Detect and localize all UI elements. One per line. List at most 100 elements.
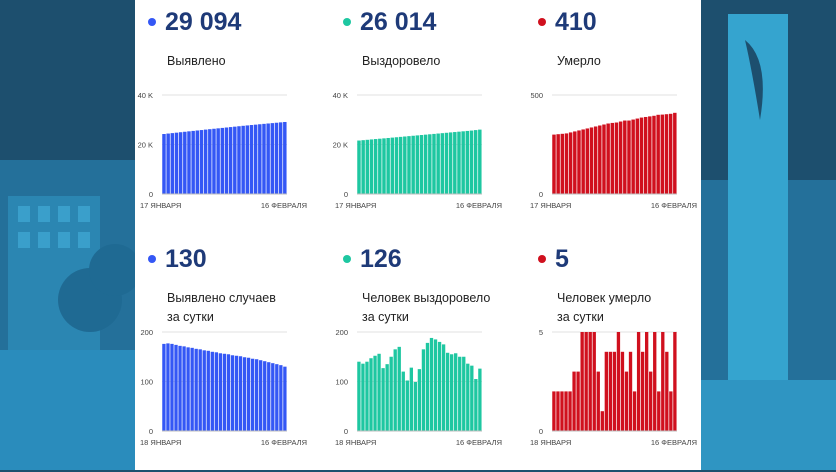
bar (203, 129, 208, 194)
bar (478, 368, 482, 431)
bar (448, 132, 453, 194)
bar (242, 357, 247, 431)
bar (628, 351, 633, 431)
bar (266, 123, 270, 194)
stat-label: Человек выздоровело за сутки (362, 289, 490, 327)
x-tick-label-start: 18 ЯНВАРЯ (530, 438, 571, 447)
bar (381, 368, 385, 431)
stat-headline: 29 094 (135, 0, 320, 40)
bar (598, 125, 602, 194)
bar (606, 123, 610, 194)
stat-label-line: за сутки (557, 310, 604, 324)
bar (162, 134, 166, 194)
bar (644, 332, 649, 431)
stat-label-line: Умерло (557, 54, 601, 68)
bar (417, 369, 422, 432)
bar (271, 363, 275, 431)
bar (194, 348, 198, 431)
bar (398, 136, 403, 194)
stat-card: 26 014 Выздоровело 0 20 K 40 K 17 ЯНВАРЯ 16 ФЕ… (330, 0, 515, 235)
y-tick-label: 40 K (333, 91, 348, 100)
bar (441, 344, 446, 432)
bar (429, 337, 434, 431)
bar (454, 353, 458, 431)
y-tick-label: 200 (335, 328, 348, 337)
bar (278, 122, 283, 194)
bar (639, 117, 644, 194)
bar (668, 113, 673, 194)
bar (401, 371, 405, 431)
bar (552, 391, 556, 431)
bar (600, 411, 604, 431)
y-tick-label: 20 K (333, 141, 348, 150)
bar (470, 365, 474, 431)
bar (556, 134, 560, 194)
bar-chart: 0 100 200 18 ЯНВАРЯ 16 ФЕВРАЛЯ (140, 328, 307, 447)
stat-card: 29 094 Выявлено 0 20 K 40 K 17 ЯНВАРЯ 16 ФЕВРА… (135, 0, 320, 235)
bar (449, 354, 454, 431)
stat-value: 410 (555, 8, 597, 36)
x-tick-label-end: 16 ФЕВРАЛЯ (651, 438, 697, 447)
bar (198, 349, 202, 431)
stat-value: 5 (555, 245, 569, 273)
bar (660, 114, 665, 194)
bar (673, 112, 677, 194)
bar (357, 140, 361, 194)
bar (552, 134, 556, 194)
bar (584, 332, 588, 431)
y-tick-label: 0 (149, 190, 153, 199)
y-tick-label: 40 K (138, 91, 153, 100)
bar-chart: 0 20 K 40 K 17 ЯНВАРЯ 16 ФЕВРАЛЯ (333, 91, 502, 210)
bar (166, 343, 170, 431)
bar (238, 356, 243, 431)
bar (440, 133, 445, 194)
bar (246, 357, 251, 431)
bar (474, 379, 478, 431)
bar (222, 353, 227, 431)
bar (428, 134, 432, 194)
bar (262, 123, 266, 194)
bar (602, 124, 606, 194)
bar (206, 350, 210, 431)
bar (635, 118, 640, 194)
bar (397, 346, 401, 431)
bar (199, 130, 204, 194)
bar (234, 355, 239, 431)
bar (433, 339, 438, 431)
bar (581, 129, 585, 194)
stat-label-line: Человек умерло (557, 291, 652, 305)
bar (478, 129, 482, 194)
series-color-dot (343, 18, 351, 26)
x-tick-label-start: 18 ЯНВАРЯ (140, 438, 181, 447)
bar (580, 332, 584, 431)
bar (249, 125, 254, 194)
bar (640, 351, 645, 431)
stat-headline: 130 (135, 237, 320, 277)
bar (202, 350, 206, 431)
bar (669, 391, 673, 431)
bar (445, 352, 450, 431)
bar (624, 371, 629, 431)
bar (279, 365, 283, 431)
bar (263, 361, 267, 431)
x-tick-label-end: 16 ФЕВРАЛЯ (456, 438, 502, 447)
bar (369, 358, 373, 431)
bar (620, 351, 625, 431)
bar-chart: 0 100 200 18 ЯНВАРЯ 16 ФЕВРАЛЯ (335, 328, 502, 447)
stat-value: 29 094 (165, 8, 242, 36)
bar (369, 139, 374, 194)
y-tick-label: 20 K (138, 141, 153, 150)
bar (190, 347, 194, 431)
stat-label-line: за сутки (362, 310, 409, 324)
bar (618, 121, 623, 194)
y-tick-label: 0 (539, 427, 543, 436)
y-tick-label: 500 (530, 91, 543, 100)
stat-card: 130 Выявлено случаев за сутки 0 100 200 18 ЯНВ… (135, 237, 320, 472)
bar (631, 119, 635, 194)
bar (673, 332, 677, 431)
stat-headline: 410 (525, 0, 710, 40)
bar-chart: 0 500 17 ЯНВАРЯ 16 ФЕВРАЛЯ (530, 91, 697, 210)
bar (174, 344, 178, 431)
bar (170, 343, 174, 431)
bar (170, 133, 175, 194)
